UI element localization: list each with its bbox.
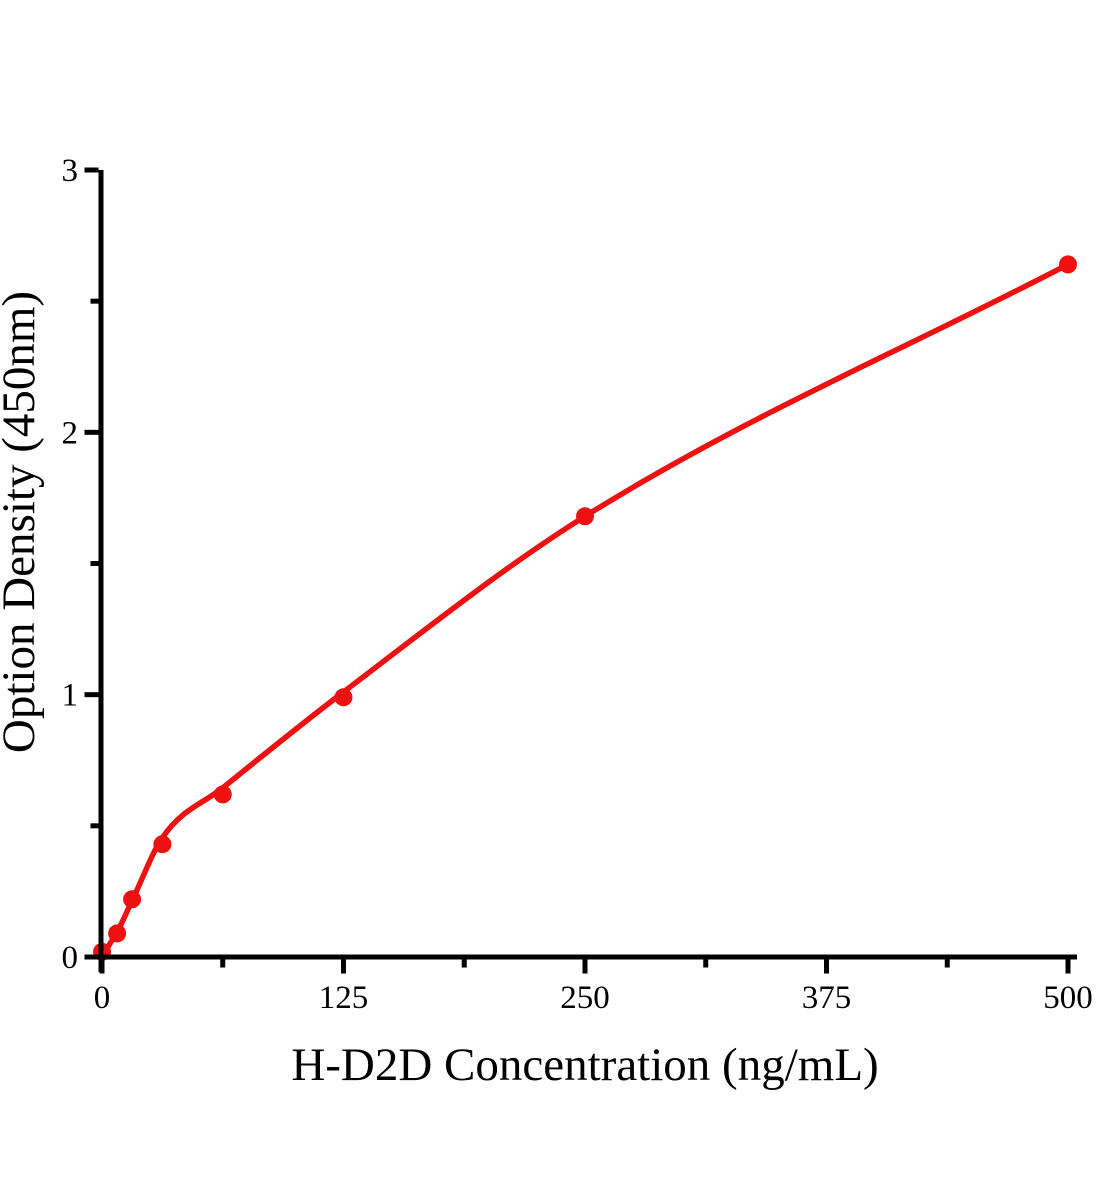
axes-layer bbox=[84, 167, 1077, 974]
data-point bbox=[576, 507, 594, 526]
fit-curve bbox=[99, 261, 1071, 959]
x-axis-title: H-D2D Concentration (ng/mL) bbox=[291, 1039, 878, 1091]
data-point bbox=[1059, 255, 1077, 274]
data-point bbox=[123, 890, 142, 909]
data-point bbox=[334, 688, 353, 707]
x-tick-label: 125 bbox=[319, 980, 369, 1016]
x-tick-label: 0 bbox=[94, 980, 111, 1016]
y-tick-label: 2 bbox=[62, 415, 79, 451]
y-tick-label: 1 bbox=[62, 678, 79, 714]
data-point bbox=[153, 835, 172, 854]
x-tick-label: 375 bbox=[802, 980, 852, 1016]
x-tick-label: 250 bbox=[560, 980, 610, 1016]
y-tick-label: 3 bbox=[62, 153, 79, 189]
series-layer bbox=[93, 255, 1077, 961]
y-axis-title: Option Density (450nm) bbox=[0, 291, 45, 753]
data-point bbox=[213, 785, 232, 804]
labels-layer: 0 125 250 375 500 0 1 2 3 H-D2D Concentration (ng… bbox=[0, 153, 1093, 1091]
y-tick-label: 0 bbox=[62, 940, 79, 976]
data-point bbox=[108, 924, 127, 943]
x-tick-label: 500 bbox=[1043, 980, 1093, 1016]
